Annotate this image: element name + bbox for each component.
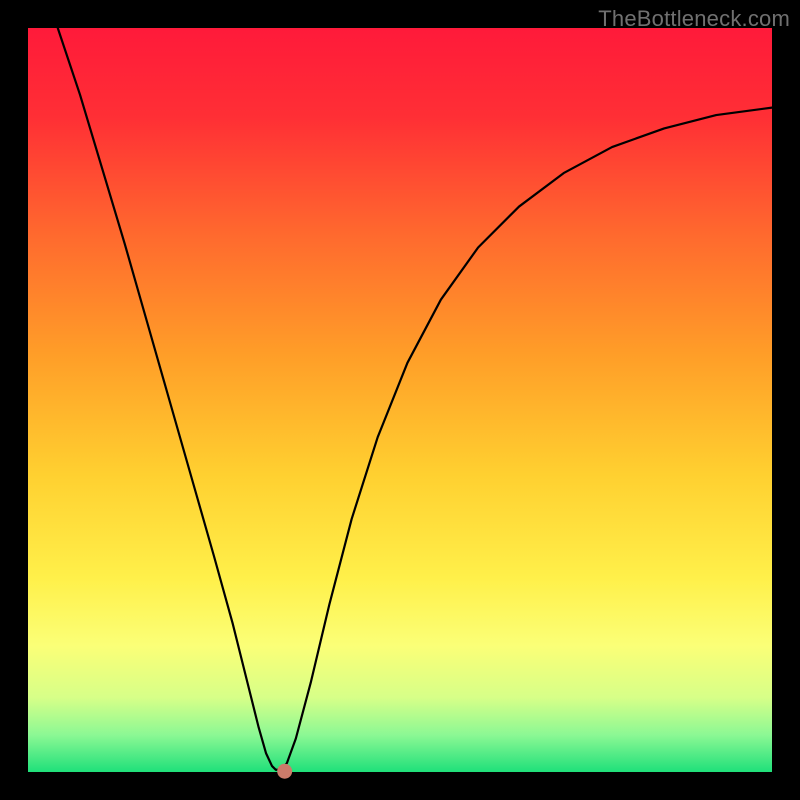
chart-container: TheBottleneck.com xyxy=(0,0,800,800)
plot-area xyxy=(28,28,772,772)
source-watermark: TheBottleneck.com xyxy=(598,6,790,32)
marker-dot xyxy=(277,764,292,779)
bottleneck-chart xyxy=(0,0,800,800)
